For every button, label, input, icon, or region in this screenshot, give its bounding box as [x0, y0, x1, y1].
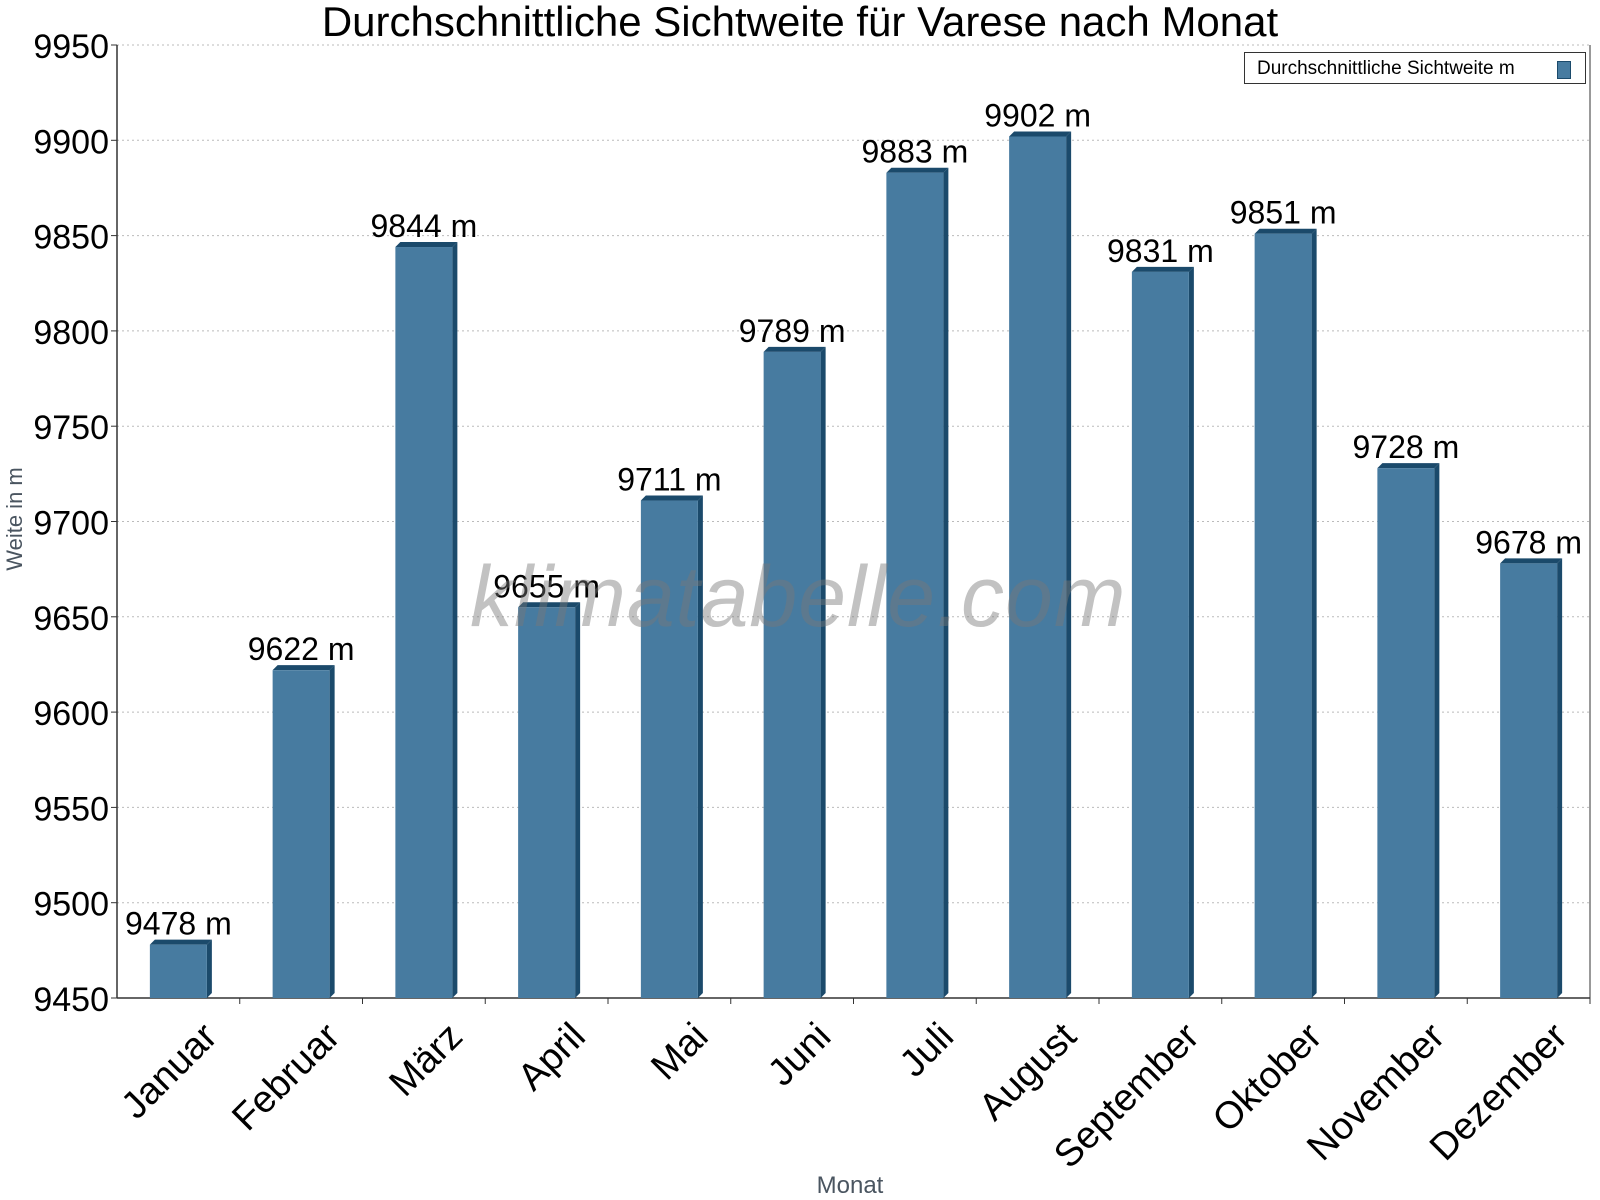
bar	[272, 670, 330, 998]
data-label: 9678 m	[1475, 524, 1582, 560]
bar-top	[1131, 266, 1194, 272]
x-axis-label: Monat	[816, 1172, 884, 1199]
y-tick-label: 9550	[33, 790, 109, 828]
bar	[1131, 271, 1189, 999]
data-label: 9844 m	[371, 208, 478, 244]
data-label: 9622 m	[248, 631, 355, 667]
legend-swatch	[1557, 61, 1571, 79]
bar	[395, 247, 453, 998]
data-label: 9789 m	[739, 313, 846, 349]
bar-top	[1500, 558, 1563, 564]
bar	[763, 351, 821, 999]
bar-top	[1009, 131, 1072, 137]
x-tick-label: August	[971, 1015, 1085, 1129]
data-label: 9655 m	[493, 568, 600, 604]
data-label: 9851 m	[1230, 195, 1337, 231]
bar-side	[1066, 131, 1072, 998]
chart-title: Durchschnittliche Sichtweite für Varese …	[321, 0, 1279, 45]
bar	[640, 500, 698, 998]
bar-top	[149, 939, 212, 945]
x-tick-label: April	[510, 1015, 593, 1098]
bar-top	[763, 346, 826, 352]
data-label: 9831 m	[1107, 233, 1214, 269]
y-tick-label: 9750	[33, 409, 109, 447]
bar-side	[820, 346, 826, 999]
bar-top	[886, 167, 949, 173]
bar-top	[395, 242, 458, 248]
data-label: 9478 m	[125, 906, 232, 942]
y-tick-label: 9900	[33, 123, 109, 161]
bar-side	[1188, 266, 1194, 999]
bar-side	[575, 602, 581, 998]
x-tick-label: März	[381, 1015, 470, 1104]
bar-top	[272, 665, 335, 671]
data-label: 9883 m	[862, 134, 969, 170]
bar-side	[697, 495, 703, 998]
bar-top	[1377, 463, 1440, 469]
bar-side	[943, 167, 949, 998]
bar	[886, 172, 944, 998]
data-label: 9728 m	[1353, 429, 1460, 465]
bar-top	[1254, 228, 1317, 234]
x-tick-label: Januar	[114, 1015, 226, 1127]
y-tick-label: 9950	[33, 28, 109, 66]
y-tick-label: 9850	[33, 219, 109, 257]
y-tick-label: 9450	[33, 981, 109, 1019]
watermark: klimatabelle.com	[470, 549, 1127, 645]
y-tick-label: 9600	[33, 695, 109, 733]
x-tick-label: Juli	[892, 1015, 962, 1085]
y-tick-label: 9700	[33, 505, 109, 543]
bar-side	[452, 242, 458, 998]
bar-top	[640, 495, 703, 501]
bar-side	[1434, 463, 1440, 999]
y-tick-label: 9650	[33, 600, 109, 638]
bar-side	[329, 665, 335, 998]
bar	[149, 944, 207, 998]
bar	[1009, 136, 1067, 998]
data-label: 9711 m	[617, 462, 721, 498]
x-tick-label: Mai	[643, 1015, 716, 1088]
legend: Durchschnittliche Sichtweite m	[1244, 52, 1586, 84]
bar	[1377, 468, 1435, 999]
bar-side	[206, 939, 212, 998]
x-tick-label: Oktober	[1205, 1015, 1331, 1141]
bar-side	[1311, 228, 1317, 999]
bar	[1500, 563, 1558, 998]
bar-side	[1557, 558, 1563, 998]
x-tick-label: Juni	[760, 1015, 839, 1094]
bar-top	[518, 602, 581, 608]
data-label: 9902 m	[984, 97, 1091, 133]
bar	[518, 607, 576, 998]
x-tick-label: Februar	[224, 1015, 348, 1139]
bar	[1254, 233, 1312, 999]
y-tick-label: 9500	[33, 886, 109, 924]
legend-label: Durchschnittliche Sichtweite m	[1257, 58, 1515, 79]
y-axis-label: Weite in m	[2, 467, 27, 571]
y-tick-label: 9800	[33, 314, 109, 352]
